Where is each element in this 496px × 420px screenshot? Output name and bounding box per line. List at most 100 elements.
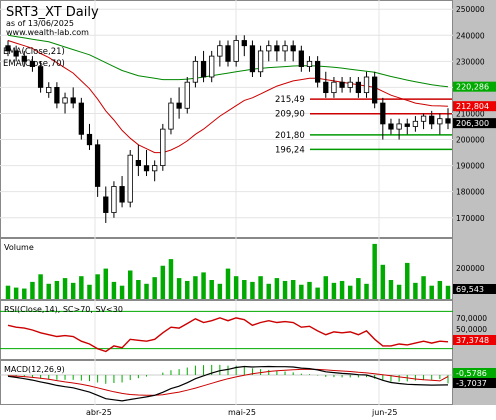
last-value-badge bbox=[453, 118, 496, 129]
volume-bar bbox=[185, 280, 190, 299]
volume-bar bbox=[356, 278, 361, 299]
volume-bar bbox=[87, 284, 92, 299]
volume-bar bbox=[127, 270, 133, 299]
volume-bar bbox=[22, 288, 27, 299]
level-label: 196,24 bbox=[275, 145, 305, 155]
candle-body bbox=[282, 45, 288, 52]
volume-bar bbox=[136, 280, 141, 299]
volume-tick: 200000 bbox=[456, 264, 485, 273]
volume-bar bbox=[250, 281, 255, 299]
macd-lines bbox=[0, 364, 453, 402]
candle-body bbox=[21, 55, 27, 62]
volume-bar bbox=[111, 281, 117, 299]
candle-body bbox=[420, 115, 427, 122]
price-tick-label: 200000 bbox=[456, 136, 485, 145]
rsi-title: RSI(Close,14), SC>70, SV<30 bbox=[4, 305, 123, 314]
volume-bar bbox=[372, 243, 377, 299]
macd-signal-line bbox=[7, 368, 449, 396]
macd-last-badge bbox=[453, 378, 496, 388]
rsi-tick-70: 70,0000 bbox=[456, 314, 487, 323]
level-label: 209,90 bbox=[275, 110, 305, 120]
candle-body bbox=[257, 50, 264, 73]
candle-body bbox=[70, 97, 76, 104]
volume-bar bbox=[299, 284, 304, 299]
candle-body bbox=[355, 81, 362, 94]
candle-body bbox=[127, 154, 133, 203]
macd-signal-badge bbox=[453, 368, 496, 378]
candle-body bbox=[241, 40, 247, 47]
volume-bar bbox=[54, 280, 60, 299]
volume-bar bbox=[290, 280, 296, 299]
volume-title: Volume bbox=[4, 243, 34, 252]
candle-body bbox=[62, 97, 68, 104]
volume-bar bbox=[144, 283, 149, 299]
candle-body bbox=[396, 123, 402, 130]
volume-bar bbox=[209, 280, 214, 299]
volume-bar bbox=[315, 287, 320, 299]
volume-bar bbox=[282, 280, 288, 299]
candle-body bbox=[209, 55, 215, 78]
candle-body bbox=[314, 60, 321, 83]
volume-bar bbox=[95, 274, 100, 299]
volume-bar bbox=[380, 264, 386, 299]
grid-lines bbox=[0, 0, 453, 405]
ema21-label: EMA(Close,21) bbox=[3, 47, 65, 57]
volume-bar bbox=[266, 283, 271, 299]
rsi-axis-bg bbox=[453, 300, 496, 360]
last-value-text: 212,804 bbox=[456, 102, 489, 111]
level-label: 201,80 bbox=[275, 131, 305, 141]
candle-body bbox=[168, 102, 174, 130]
price-tick-label: 180000 bbox=[456, 188, 485, 197]
volume-bar bbox=[307, 281, 312, 299]
candle-body bbox=[103, 196, 109, 213]
candle-body bbox=[78, 102, 84, 135]
volume-bar bbox=[339, 280, 345, 299]
candle-body bbox=[54, 87, 60, 104]
volume-bar bbox=[421, 276, 426, 299]
volume-bar bbox=[79, 276, 84, 299]
x-axis-labels: abr-25 mai-25 jun-25 bbox=[86, 408, 397, 417]
volume-bar bbox=[274, 278, 280, 299]
volume-bar bbox=[38, 274, 43, 299]
rsi-line bbox=[0, 310, 453, 353]
candle-body bbox=[5, 45, 11, 52]
candle-body bbox=[29, 60, 36, 67]
x-axis-label: jun-25 bbox=[371, 408, 397, 417]
candle-body bbox=[184, 81, 190, 109]
last-value-text: 206,300 bbox=[456, 119, 489, 128]
macd-pane bbox=[0, 360, 453, 405]
volume-bar bbox=[201, 272, 206, 299]
last-value-text: 220,286 bbox=[456, 83, 489, 92]
candle-body bbox=[363, 76, 370, 94]
candle-body bbox=[274, 45, 280, 52]
volume-bar bbox=[152, 277, 157, 299]
volume-bar bbox=[119, 285, 125, 299]
volume-bar bbox=[217, 283, 223, 299]
volume-bar bbox=[233, 276, 239, 299]
volume-bar bbox=[5, 285, 11, 299]
volume-bar bbox=[429, 285, 434, 299]
candle-body bbox=[143, 165, 150, 172]
candle-body bbox=[46, 87, 52, 94]
candle-body bbox=[347, 81, 353, 88]
last-value-badge bbox=[453, 81, 496, 92]
volume-bar bbox=[103, 268, 109, 299]
volume-bar bbox=[176, 278, 182, 299]
volume-bar bbox=[388, 280, 394, 299]
price-tick-label: 240000 bbox=[456, 31, 485, 40]
volume-bar bbox=[258, 276, 263, 299]
macd-last: -3,7037 bbox=[456, 379, 487, 388]
volume-bar bbox=[13, 287, 19, 299]
candle-body bbox=[119, 186, 125, 203]
volume-bar bbox=[396, 284, 402, 299]
price-tick-labels: 2500002400002300002200002100002000001900… bbox=[456, 5, 485, 223]
candle-body bbox=[233, 40, 239, 62]
volume-bar bbox=[30, 281, 35, 299]
volume-bar bbox=[413, 282, 418, 299]
candle-body bbox=[339, 81, 345, 88]
candle-body bbox=[429, 115, 435, 125]
volume-last: 69,543 bbox=[456, 285, 484, 294]
price-tick-label: 210000 bbox=[456, 109, 485, 118]
price-tick-label: 190000 bbox=[456, 162, 485, 171]
